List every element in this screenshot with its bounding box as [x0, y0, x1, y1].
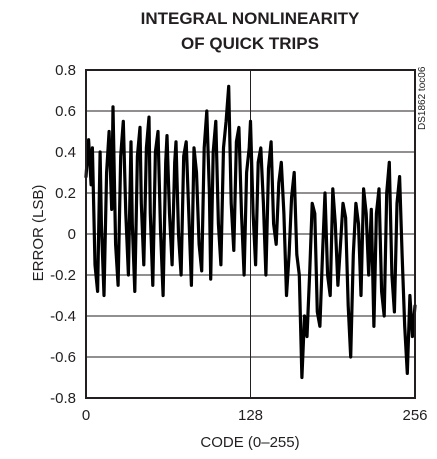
plot-frame [85, 69, 416, 399]
chart-title-line1: INTEGRAL NONLINEARITY [141, 9, 360, 28]
y-tick-label: -0.6 [50, 349, 76, 366]
y-tick-label: -0.8 [50, 390, 76, 407]
y-tick-label: 0 [68, 226, 76, 243]
y-tick-labels: 0.8 0.6 0.4 0.2 0 -0.2 -0.4 -0.6 -0.8 [50, 62, 76, 407]
figure-code-label: DS1862 toc06 [417, 66, 428, 130]
y-tick-label: -0.4 [50, 308, 76, 325]
y-axis-label: ERROR (LSB) [30, 185, 47, 282]
y-tick-label: 0.8 [55, 62, 76, 79]
x-tick-label: 128 [238, 407, 263, 424]
y-tick-label: 0.4 [55, 144, 76, 161]
x-tick-label: 0 [82, 407, 90, 424]
y-tick-label: 0.2 [55, 185, 76, 202]
x-tick-labels: 0 128 256 [82, 407, 428, 424]
x-tick-label: 256 [402, 407, 427, 424]
series-layer [84, 84, 417, 380]
y-tick-label: -0.2 [50, 267, 76, 284]
inl-series-line [84, 84, 417, 380]
chart-title-line2: OF QUICK TRIPS [181, 34, 319, 53]
y-tick-label: 0.6 [55, 103, 76, 120]
x-axis-label: CODE (0–255) [200, 434, 299, 451]
